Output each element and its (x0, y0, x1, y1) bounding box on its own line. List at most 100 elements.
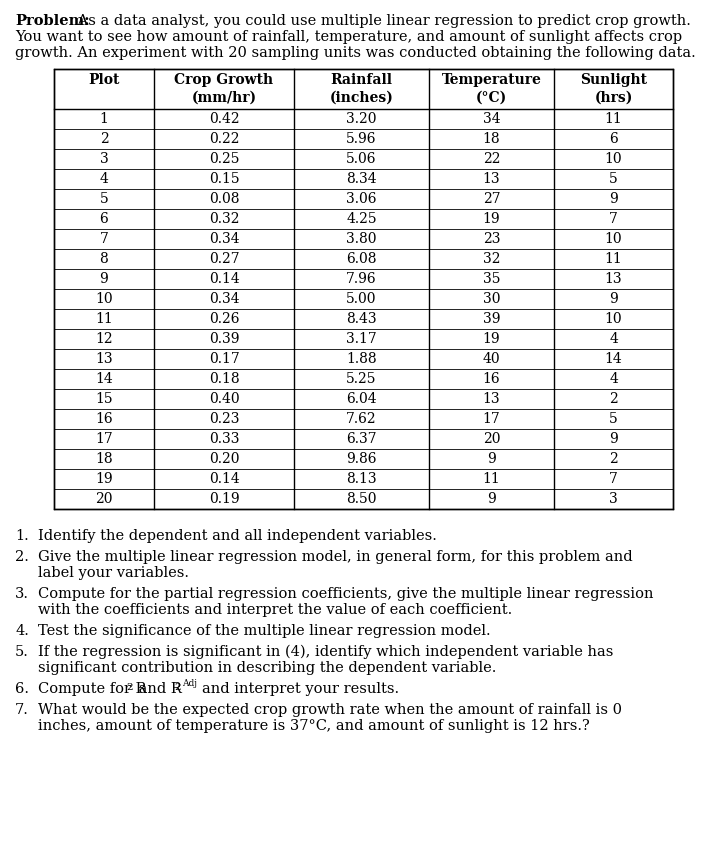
Text: 8.34: 8.34 (346, 172, 377, 186)
Text: 0.42: 0.42 (209, 112, 239, 126)
Text: 4.25: 4.25 (346, 212, 377, 226)
Text: If the regression is significant in (4), identify which independent variable has: If the regression is significant in (4),… (38, 645, 613, 660)
Text: 6.: 6. (15, 682, 29, 696)
Text: 0.15: 0.15 (209, 172, 239, 186)
Text: 1: 1 (99, 112, 109, 126)
Text: growth. An experiment with 20 sampling units was conducted obtaining the followi: growth. An experiment with 20 sampling u… (15, 46, 696, 60)
Text: 6: 6 (99, 212, 109, 226)
Text: 16: 16 (95, 412, 113, 426)
Text: 3.80: 3.80 (346, 232, 377, 246)
Text: 0.14: 0.14 (209, 472, 239, 486)
Text: As a data analyst, you could use multiple linear regression to predict crop grow: As a data analyst, you could use multipl… (73, 14, 691, 28)
Text: 2: 2 (174, 683, 181, 692)
Text: significant contribution in describing the dependent variable.: significant contribution in describing t… (38, 661, 496, 675)
Text: 15: 15 (95, 392, 113, 406)
Text: 2: 2 (609, 392, 618, 406)
Text: 6.37: 6.37 (346, 432, 377, 446)
Text: (°C): (°C) (476, 91, 507, 105)
Text: 0.34: 0.34 (209, 232, 239, 246)
Text: 9: 9 (609, 192, 618, 206)
Text: Test the significance of the multiple linear regression model.: Test the significance of the multiple li… (38, 624, 490, 638)
Text: 0.26: 0.26 (209, 312, 239, 326)
Text: label your variables.: label your variables. (38, 566, 189, 580)
Text: 0.33: 0.33 (209, 432, 239, 446)
Text: 0.18: 0.18 (209, 372, 239, 386)
Text: Temperature: Temperature (441, 73, 541, 87)
Text: 14: 14 (605, 352, 622, 366)
Text: Problem:: Problem: (15, 14, 89, 28)
Text: 19: 19 (482, 212, 500, 226)
Text: 3.20: 3.20 (346, 112, 377, 126)
Text: 8.50: 8.50 (346, 492, 377, 506)
Text: Rainfall: Rainfall (330, 73, 392, 87)
Text: Sunlight: Sunlight (580, 73, 647, 87)
Text: Compute for R: Compute for R (38, 682, 146, 696)
Text: 19: 19 (482, 332, 500, 346)
Text: 2: 2 (99, 132, 109, 146)
Text: inches, amount of temperature is 37°C, and amount of sunlight is 12 hrs.?: inches, amount of temperature is 37°C, a… (38, 719, 590, 733)
Bar (54, 69, 673, 509)
Text: (hrs): (hrs) (594, 91, 633, 105)
Text: 13: 13 (482, 172, 500, 186)
Text: 9: 9 (609, 292, 618, 306)
Text: 5: 5 (99, 192, 109, 206)
Text: 9.86: 9.86 (346, 452, 377, 466)
Text: 11: 11 (605, 252, 622, 266)
Text: 3: 3 (99, 152, 109, 166)
Text: 4: 4 (609, 332, 618, 346)
Text: 5.: 5. (15, 645, 29, 659)
Text: 5.96: 5.96 (346, 132, 377, 146)
Text: 13: 13 (605, 272, 622, 286)
Text: 18: 18 (482, 132, 500, 146)
Text: and interpret your results.: and interpret your results. (202, 682, 399, 696)
Text: and R: and R (134, 682, 181, 696)
Text: 7: 7 (609, 212, 618, 226)
Text: 10: 10 (605, 312, 622, 326)
Text: 4: 4 (609, 372, 618, 386)
Text: 17: 17 (482, 412, 500, 426)
Text: Compute for the partial regression coefficients, give the multiple linear regres: Compute for the partial regression coeff… (38, 587, 654, 601)
Text: 14: 14 (95, 372, 113, 386)
Text: 35: 35 (482, 272, 500, 286)
Text: 9: 9 (487, 492, 496, 506)
Text: 7.62: 7.62 (346, 412, 377, 426)
Text: 3.: 3. (15, 587, 29, 601)
Text: 0.23: 0.23 (209, 412, 239, 426)
Text: 5: 5 (609, 412, 618, 426)
Text: 32: 32 (482, 252, 500, 266)
Text: 0.22: 0.22 (209, 132, 239, 146)
Text: 11: 11 (95, 312, 113, 326)
Text: with the coefficients and interpret the value of each coefficient.: with the coefficients and interpret the … (38, 603, 512, 617)
Text: 0.32: 0.32 (209, 212, 239, 226)
Text: 19: 19 (95, 472, 113, 486)
Text: 0.34: 0.34 (209, 292, 239, 306)
Text: 10: 10 (605, 232, 622, 246)
Text: 8.13: 8.13 (346, 472, 377, 486)
Text: 6: 6 (609, 132, 618, 146)
Text: 0.17: 0.17 (209, 352, 239, 366)
Text: 3.06: 3.06 (346, 192, 377, 206)
Text: 0.14: 0.14 (209, 272, 239, 286)
Text: 1.: 1. (15, 529, 29, 543)
Text: 39: 39 (482, 312, 500, 326)
Text: 8: 8 (99, 252, 109, 266)
Text: 3.17: 3.17 (346, 332, 377, 346)
Text: 2.: 2. (15, 550, 29, 564)
Text: Identify the dependent and all independent variables.: Identify the dependent and all independe… (38, 529, 437, 543)
Text: 40: 40 (482, 352, 500, 366)
Text: 0.08: 0.08 (209, 192, 239, 206)
Text: 2: 2 (126, 683, 132, 692)
Text: Plot: Plot (89, 73, 120, 87)
Text: 6.04: 6.04 (346, 392, 377, 406)
Text: 13: 13 (482, 392, 500, 406)
Text: 20: 20 (482, 432, 500, 446)
Text: 17: 17 (95, 432, 113, 446)
Text: 4: 4 (99, 172, 109, 186)
Text: 13: 13 (95, 352, 113, 366)
Text: 3: 3 (609, 492, 618, 506)
Text: 11: 11 (605, 112, 622, 126)
Text: 7.96: 7.96 (346, 272, 377, 286)
Text: 9: 9 (99, 272, 109, 286)
Text: 11: 11 (482, 472, 500, 486)
Text: 0.40: 0.40 (209, 392, 239, 406)
